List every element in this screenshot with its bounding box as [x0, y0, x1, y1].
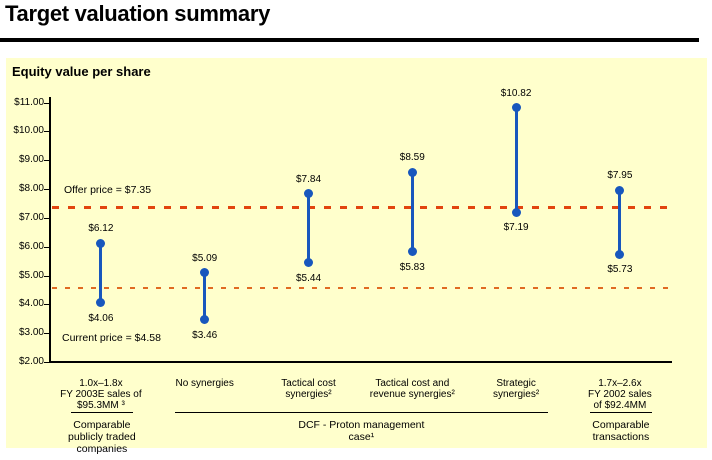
y-tick-label: $7.00	[18, 211, 44, 223]
range-bar-low-dot	[304, 258, 313, 268]
y-axis-line	[49, 97, 51, 363]
reference-line-current-price	[52, 286, 670, 289]
range-bar-low-dot	[96, 298, 106, 308]
group-label: Comparable transactions	[592, 419, 650, 443]
y-tick-label: $3.00	[18, 327, 44, 339]
range-bar-low-dot	[200, 315, 210, 325]
low-value-label: $5.44	[295, 272, 322, 284]
category-label: 1.7x–2.6x FY 2002 sales of $92.4MM	[588, 378, 652, 411]
reference-line-offer-price	[52, 206, 670, 210]
y-tick-mark	[44, 333, 50, 335]
group-underline	[589, 412, 652, 413]
low-value-label: $3.46	[192, 329, 218, 341]
range-bar	[203, 272, 207, 320]
chart-panel	[6, 58, 707, 448]
y-tick-label: $10.00	[13, 125, 44, 137]
low-value-label: $5.73	[607, 264, 633, 276]
y-tick-label: $2.00	[18, 356, 44, 367]
y-tick-label: $5.00	[18, 269, 44, 281]
y-tick-mark	[44, 189, 50, 191]
low-value-label: $5.83	[399, 261, 425, 273]
category-label: No synergies	[175, 378, 234, 389]
range-bar-high-dot	[511, 103, 521, 113]
y-tick-label: $11.00	[14, 96, 44, 108]
y-tick-mark	[44, 362, 50, 363]
category-label: Tactical cost synergies²	[281, 378, 336, 400]
group-label: Comparable publicly traded companies	[68, 419, 136, 455]
range-bar-high-dot	[96, 238, 106, 248]
range-bar	[618, 190, 622, 255]
chart-heading: Equity value per share	[12, 64, 151, 79]
y-tick-label: $4.00	[18, 298, 44, 310]
range-bar	[99, 243, 103, 303]
high-value-label: $8.59	[399, 152, 425, 163]
reference-line-label-current-price: Current price = $4.58	[62, 332, 161, 344]
range-bar-high-dot	[615, 185, 625, 195]
group-underline	[70, 412, 133, 413]
range-bar	[514, 107, 518, 213]
reference-line-label-offer-price: Offer price = $7.35	[64, 184, 152, 196]
category-label: Strategic synergies²	[493, 378, 540, 400]
page-title: Target valuation summary	[5, 1, 271, 26]
category-label: 1.0x–1.8x FY 2003E sales of $95.3MM ³	[60, 378, 142, 411]
range-bar-high-dot	[407, 167, 417, 177]
x-axis-line	[49, 361, 672, 363]
y-tick-mark	[44, 246, 50, 248]
range-bar	[307, 193, 310, 263]
high-value-label: $6.12	[88, 223, 114, 235]
group-label: DCF - Proton management case¹	[298, 419, 425, 443]
high-value-label: $5.09	[192, 252, 218, 264]
y-tick-mark	[44, 217, 50, 219]
high-value-label: $7.84	[295, 173, 322, 185]
y-tick-label: $6.00	[18, 240, 44, 252]
y-tick-mark	[44, 131, 50, 133]
y-tick-mark	[44, 160, 50, 162]
title-rule	[0, 38, 699, 42]
y-tick-mark	[44, 102, 50, 104]
range-bar-high-dot	[304, 189, 313, 199]
y-tick-label: $9.00	[18, 154, 44, 166]
range-bar	[410, 172, 414, 252]
y-tick-mark	[44, 275, 50, 277]
range-bar-low-dot	[407, 247, 417, 257]
y-tick-mark	[44, 304, 50, 306]
range-bar-high-dot	[200, 268, 210, 278]
category-label: Tactical cost and revenue synergies²	[369, 378, 455, 400]
low-value-label: $4.06	[88, 312, 114, 324]
y-tick-label: $8.00	[18, 183, 44, 195]
high-value-label: $10.82	[500, 87, 532, 99]
high-value-label: $7.95	[607, 170, 633, 182]
group-underline	[174, 412, 549, 413]
low-value-label: $7.19	[503, 222, 529, 234]
range-bar-low-dot	[615, 249, 625, 259]
range-bar-low-dot	[511, 207, 521, 217]
